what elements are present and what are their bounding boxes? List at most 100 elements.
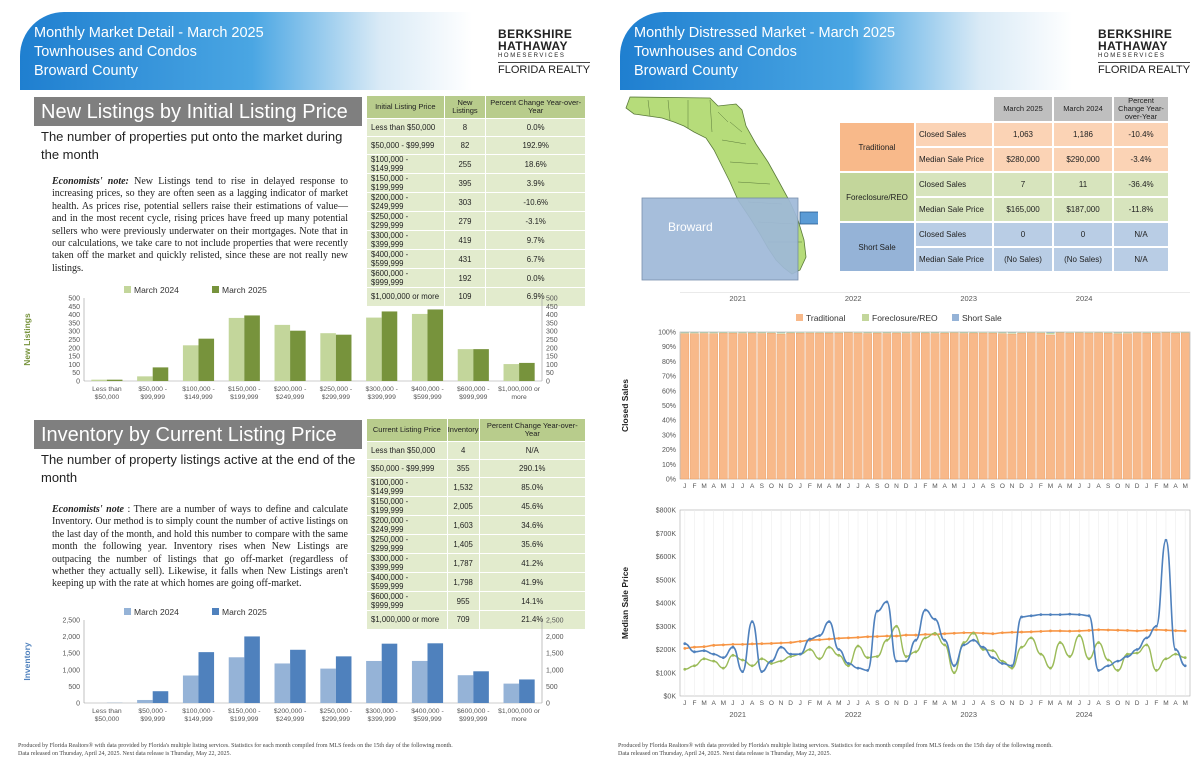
data-point xyxy=(952,664,956,668)
month-tick-label: M xyxy=(817,700,822,707)
data-point xyxy=(1049,629,1052,633)
legend-swatch xyxy=(124,286,131,293)
data-point xyxy=(731,653,735,657)
month-tick-label: M xyxy=(1067,483,1072,490)
table-cell: 21.4% xyxy=(479,611,585,629)
x-tick-label: $1,000,000 or xyxy=(498,386,541,393)
data-point xyxy=(875,609,879,613)
data-point xyxy=(866,669,870,672)
table-cell: 1,186 xyxy=(1054,123,1112,146)
data-point xyxy=(856,644,860,648)
y-tick-label: 1,000 xyxy=(546,667,564,674)
month-tick-label: J xyxy=(731,700,734,707)
bar xyxy=(381,643,398,703)
x-tick-label: $599,999 xyxy=(413,716,442,723)
table-row: Less than $50,000 4 N/A xyxy=(367,442,585,460)
y-tick-label: 150 xyxy=(546,354,558,361)
bar-traditional xyxy=(844,332,853,480)
month-tick-label: D xyxy=(1135,483,1140,490)
table-cell: 41.2% xyxy=(479,554,585,573)
data-point xyxy=(1116,659,1120,663)
month-tick-label: J xyxy=(847,483,850,490)
data-point xyxy=(1049,666,1052,670)
data-point xyxy=(1039,613,1043,617)
x-tick-label: $50,000 - xyxy=(138,386,167,393)
y-tick-label: 500 xyxy=(546,684,558,691)
month-tick-label: D xyxy=(1019,700,1024,707)
table-cell: 192 xyxy=(444,269,486,288)
month-tick-label: A xyxy=(942,700,947,707)
bar-traditional xyxy=(892,332,901,480)
group-label: Short Sale xyxy=(840,223,914,271)
month-tick-label: M xyxy=(701,483,706,490)
bar xyxy=(182,675,199,703)
bar-traditional xyxy=(1132,332,1142,480)
data-point xyxy=(904,655,908,658)
month-tick-label: A xyxy=(712,483,717,490)
legend-swatch xyxy=(796,314,803,321)
month-tick-label: J xyxy=(1078,700,1081,707)
month-tick-label: J xyxy=(683,700,686,707)
month-tick-label: F xyxy=(692,700,696,707)
y-tick-label: $0K xyxy=(664,694,677,701)
bar-traditional xyxy=(1075,332,1084,480)
bar xyxy=(152,691,169,703)
bar-foreclosure xyxy=(882,332,892,334)
broward-callout xyxy=(641,197,799,281)
table-cell: $50,000 - $99,999 xyxy=(367,460,447,478)
month-tick-label: J xyxy=(972,483,975,490)
data-point xyxy=(1135,651,1139,655)
data-point xyxy=(741,670,744,673)
legend-label: Foreclosure/REO xyxy=(872,313,938,323)
data-point xyxy=(1126,652,1129,656)
data-point xyxy=(683,667,687,671)
group-label: Foreclosure/REO xyxy=(840,173,914,221)
x-tick-label: $199,999 xyxy=(230,716,259,723)
data-point xyxy=(693,645,696,649)
table-cell: $150,000 - $199,999 xyxy=(367,174,444,193)
y-tick-label: 2,500 xyxy=(62,618,80,625)
x-tick-label: $400,000 - xyxy=(411,708,444,715)
table-cell: 419 xyxy=(444,231,486,250)
bar-traditional xyxy=(1142,333,1151,480)
month-tick-label: M xyxy=(1067,700,1072,707)
bar-foreclosure xyxy=(940,332,949,333)
bar-foreclosure xyxy=(1027,332,1036,333)
x-tick-label: $600,000 - xyxy=(457,708,490,715)
y-tick-label: 60% xyxy=(662,388,676,395)
bar xyxy=(320,333,336,381)
data-point xyxy=(885,634,889,638)
bar-traditional xyxy=(767,333,776,480)
table-cell: 41.9% xyxy=(479,573,585,592)
data-point xyxy=(1106,664,1110,668)
data-point xyxy=(1058,629,1062,633)
month-tick-label: O xyxy=(1115,483,1120,490)
month-tick-label: S xyxy=(1106,483,1111,490)
table-cell: (No Sales) xyxy=(1054,248,1112,271)
bar-foreclosure xyxy=(1075,332,1084,333)
bar-foreclosure xyxy=(1113,332,1122,334)
bar xyxy=(335,334,352,381)
data-point xyxy=(846,636,850,640)
data-point xyxy=(875,635,879,638)
month-tick-label: J xyxy=(1087,700,1090,707)
data-point xyxy=(789,652,793,656)
month-tick-label: M xyxy=(701,700,706,707)
legend-swatch xyxy=(952,314,959,321)
data-point xyxy=(827,620,831,623)
table-cell: $300,000 - $399,999 xyxy=(367,231,444,250)
month-tick-label: M xyxy=(1182,483,1187,490)
bar xyxy=(519,362,535,381)
distressed-summary-table: March 2025 March 2024 Percent Change Year-… xyxy=(838,95,1170,273)
y-tick-label: 0 xyxy=(546,379,550,386)
x-tick-label: $150,000 - xyxy=(228,708,261,715)
table-cell: 0.0% xyxy=(486,269,585,288)
x-tick-label: $399,999 xyxy=(368,716,397,723)
bar-foreclosure xyxy=(901,332,911,334)
x-tick-label: $250,000 - xyxy=(320,386,353,393)
y-axis-label: Closed Sales xyxy=(620,379,630,432)
x-tick-label: $149,999 xyxy=(184,394,213,401)
column-header: Initial Listing Price xyxy=(367,96,444,118)
table-cell: N/A xyxy=(1114,223,1168,246)
data-point xyxy=(1010,664,1014,668)
